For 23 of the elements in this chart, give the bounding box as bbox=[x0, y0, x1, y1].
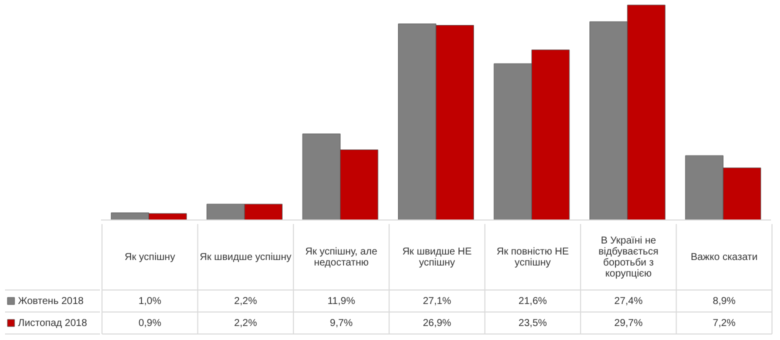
data-label: 7,2% bbox=[712, 318, 736, 329]
x-tick-label: Як успішну bbox=[124, 252, 176, 263]
x-tick-label: В Україні не відбувається боротьби з корупцією bbox=[598, 236, 658, 280]
data-label: 0,9% bbox=[138, 318, 162, 329]
legend-label: Жовтень 2018 bbox=[18, 296, 84, 307]
legend-label: Листопад 2018 bbox=[18, 318, 88, 329]
data-label: 27,1% bbox=[422, 296, 452, 307]
data-label: 21,6% bbox=[518, 296, 547, 307]
data-label: 26,9% bbox=[422, 318, 452, 329]
data-label: 23,5% bbox=[518, 318, 547, 329]
data-label: 2,2% bbox=[234, 318, 258, 329]
x-tick-label: Як швидше успішну bbox=[200, 252, 292, 263]
data-label: 11,9% bbox=[327, 296, 356, 307]
data-label: 8,9% bbox=[712, 296, 736, 307]
x-tick-label: Як успішну, але недостатню bbox=[305, 246, 378, 268]
x-tick-label: Важко сказати bbox=[690, 252, 758, 263]
data-label: 1,0% bbox=[138, 296, 162, 307]
data-label: 2,2% bbox=[234, 296, 258, 307]
data-label: 27,4% bbox=[614, 296, 643, 307]
x-tick-label: Як швидше НЕ успішну bbox=[402, 246, 472, 268]
data-label: 29,7% bbox=[614, 318, 643, 329]
x-tick-label: Як повністю НЕ успішну bbox=[496, 246, 570, 268]
data-label: 9,7% bbox=[330, 318, 353, 329]
